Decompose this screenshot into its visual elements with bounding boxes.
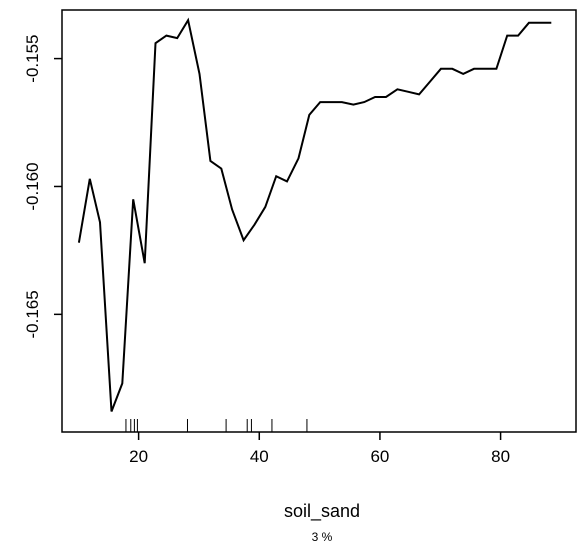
- plot-area: [61, 9, 577, 433]
- x-axis: 20 40 60 80: [129, 432, 510, 466]
- series-line: [77, 17, 552, 412]
- series-line-group: [77, 17, 552, 412]
- x-tick-label-80: 80: [491, 447, 510, 466]
- x-axis-sublabel: 3 %: [312, 530, 333, 544]
- y-tick-label-0: -0.155: [23, 34, 42, 82]
- x-axis-title: soil_sand: [284, 501, 360, 522]
- plot-frame: [61, 9, 577, 433]
- y-tick-label-2: -0.165: [23, 290, 42, 338]
- x-tick-label-20: 20: [129, 447, 148, 466]
- x-tick-label-40: 40: [250, 447, 269, 466]
- y-axis: -0.155 -0.160 -0.165: [23, 34, 62, 339]
- x-tick-label-60: 60: [370, 447, 389, 466]
- rug-ticks: [125, 419, 308, 432]
- y-tick-label-1: -0.160: [23, 162, 42, 210]
